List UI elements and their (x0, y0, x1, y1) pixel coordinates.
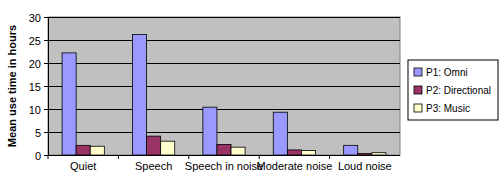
y-axis (48, 17, 49, 155)
bar (132, 34, 146, 155)
bar (147, 136, 161, 155)
tick-mark (44, 17, 48, 18)
grid-line (48, 63, 400, 64)
category-label: Moderate noise (256, 160, 332, 172)
bar (372, 153, 386, 155)
category-label: Loud noise (338, 160, 392, 172)
plot-area (48, 17, 400, 155)
x-tick (48, 155, 49, 159)
tick-label: 5 (35, 127, 41, 139)
x-tick (118, 155, 119, 159)
tick-label: 25 (29, 35, 41, 47)
bar (76, 145, 90, 155)
bar (344, 145, 358, 155)
tick-mark (44, 40, 48, 41)
tick-label: 0 (35, 150, 41, 162)
legend-label: P3: Music (426, 103, 470, 114)
legend-swatch (414, 68, 422, 76)
legend-label: P1: Omni (426, 67, 468, 78)
legend-swatch (414, 104, 422, 112)
x-tick (259, 155, 260, 159)
tick-mark (44, 132, 48, 133)
tick-label: 15 (29, 81, 41, 93)
grid-line (48, 40, 400, 41)
bar (273, 112, 287, 155)
grid-line (48, 155, 400, 156)
grid-line (48, 109, 400, 110)
chart: 0 5 10 15 20 25 30 Mean use time in hours Quiet S… (0, 0, 500, 196)
bar (62, 53, 76, 155)
bar (161, 141, 175, 155)
bar (231, 147, 245, 155)
category-label: Quiet (70, 160, 96, 172)
x-tick (188, 155, 189, 159)
tick-mark (44, 109, 48, 110)
tick-label: 20 (29, 58, 41, 70)
legend-swatch (414, 86, 422, 94)
bars (62, 34, 386, 155)
bar (217, 144, 231, 155)
bar (90, 146, 104, 155)
grid-line (48, 17, 400, 18)
tick-mark (44, 63, 48, 64)
bar (287, 150, 301, 155)
tick-label: 30 (29, 12, 41, 24)
category-label: Speech (135, 160, 172, 172)
grid-line (48, 132, 400, 133)
grid-line (48, 86, 400, 87)
x-tick (329, 155, 330, 159)
bar (358, 154, 372, 155)
tick-mark (44, 86, 48, 87)
tick-label: 10 (29, 104, 41, 116)
legend-label: P2: Directional (426, 85, 491, 96)
bar (301, 150, 315, 155)
legend (408, 60, 498, 120)
bar (203, 107, 217, 155)
category-label: Speech in noise (185, 160, 263, 172)
x-axis (48, 155, 400, 156)
y-axis-label: Mean use time in hours (6, 25, 18, 147)
tick-mark (44, 155, 48, 156)
